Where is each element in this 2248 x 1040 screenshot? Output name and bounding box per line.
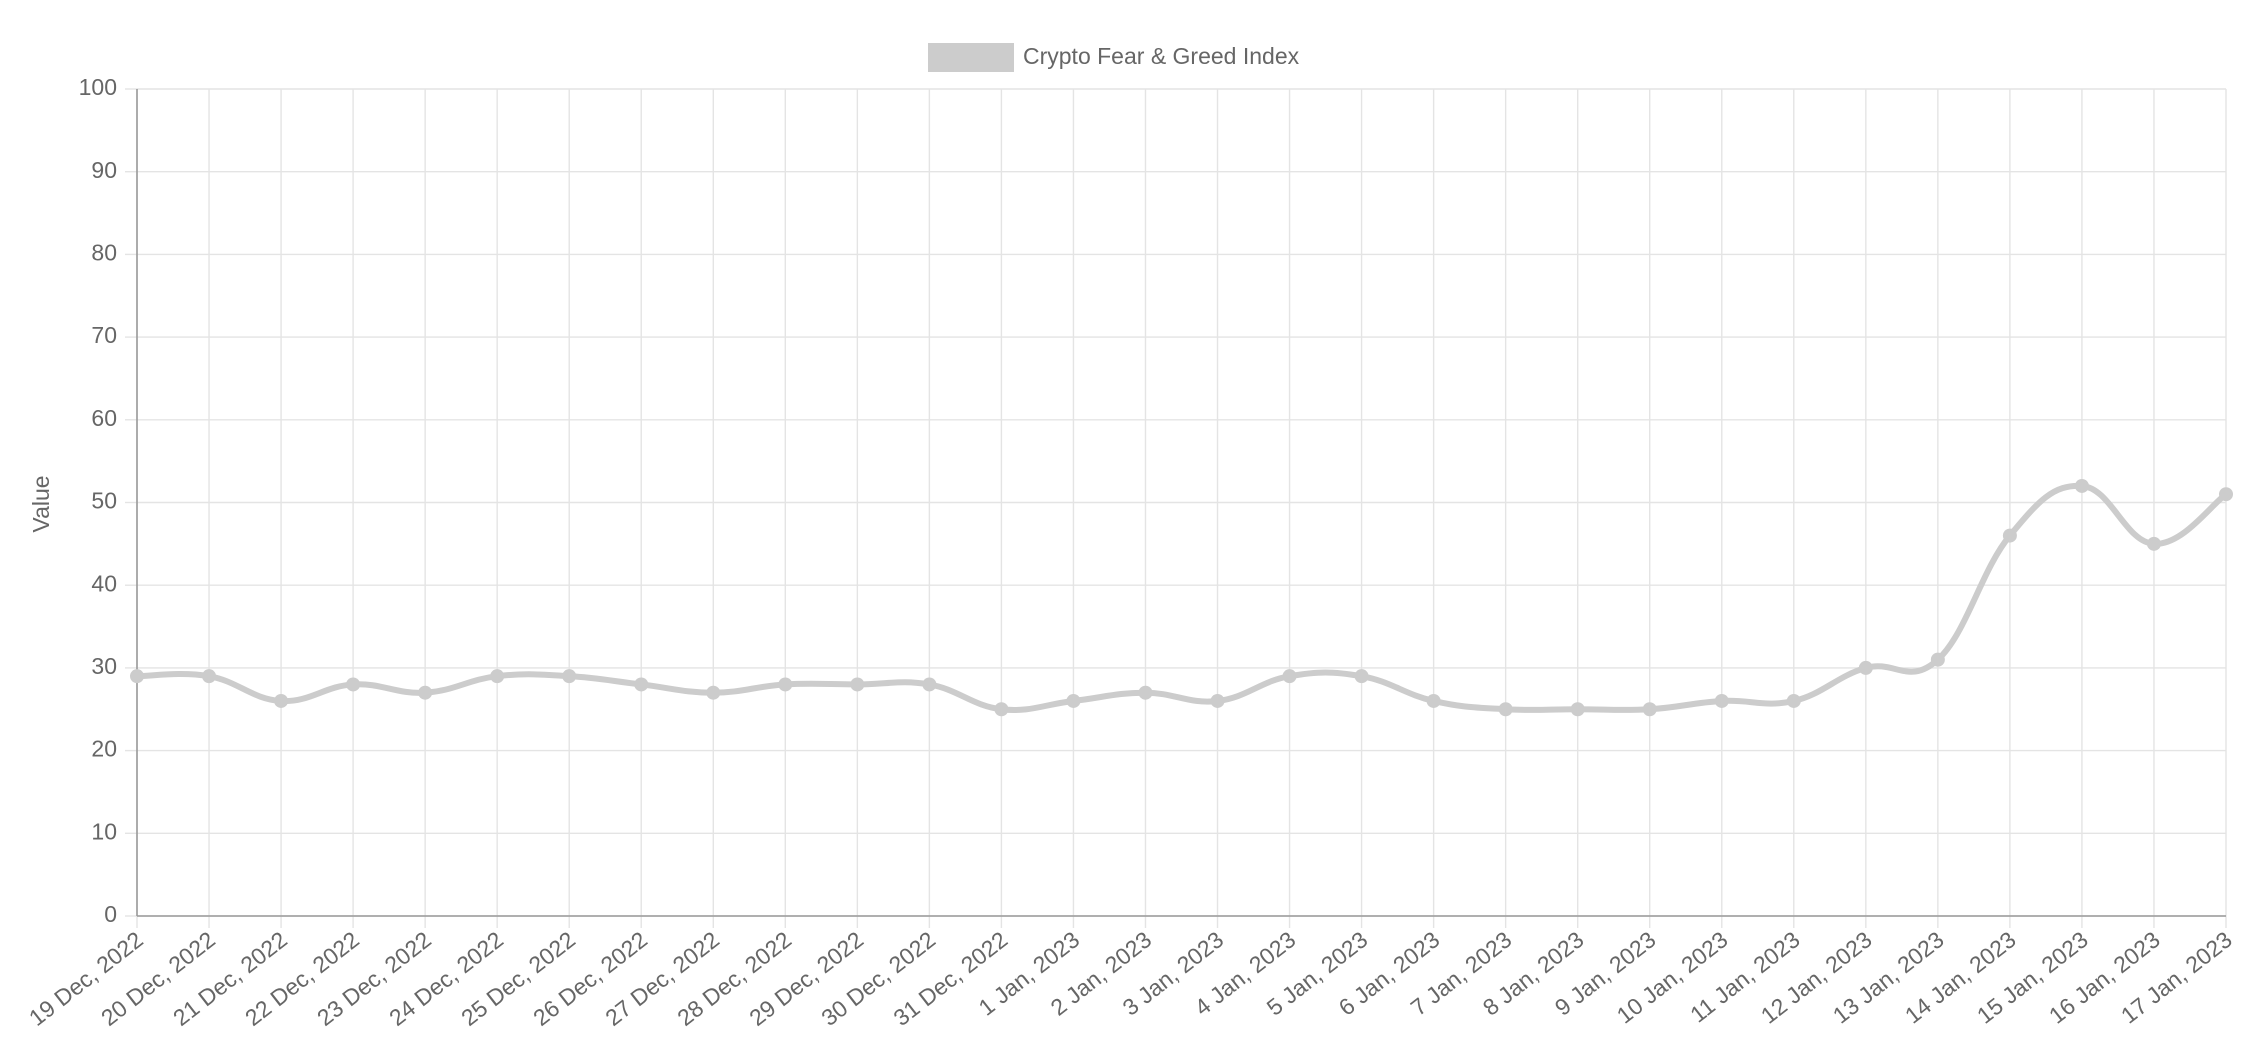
line	[136, 482, 2228, 713]
point	[202, 669, 217, 684]
point	[2219, 487, 2233, 502]
y-tick-label: 100	[79, 74, 117, 100]
point	[130, 669, 144, 684]
y-tick-label: 40	[91, 570, 117, 596]
point	[1138, 685, 1153, 700]
y-tick-label: 0	[104, 901, 117, 927]
point	[850, 677, 865, 692]
legend-label: Crypto Fear & Greed Index	[1023, 43, 1300, 69]
y-axis-label: Value	[28, 475, 54, 532]
point	[1426, 693, 1441, 708]
point	[1786, 693, 1801, 708]
point	[1498, 702, 1513, 717]
point	[1858, 660, 1873, 675]
point	[1714, 693, 1729, 708]
y-tick-label: 20	[91, 736, 117, 762]
y-tick-label: 10	[91, 818, 117, 844]
point	[1642, 702, 1657, 717]
point	[922, 677, 937, 692]
point	[418, 685, 433, 700]
point	[274, 693, 289, 708]
point	[346, 677, 361, 692]
point	[778, 677, 793, 692]
y-tick-label: 70	[91, 322, 117, 348]
y-tick-label: 30	[91, 653, 117, 679]
y-tick-label: 80	[91, 239, 117, 265]
y-tick-label: 90	[91, 157, 117, 183]
point	[1570, 702, 1585, 717]
point	[562, 669, 577, 684]
point	[1282, 669, 1297, 684]
point	[1354, 669, 1369, 684]
point	[706, 685, 721, 700]
point	[1930, 652, 1945, 667]
legend-swatch	[928, 43, 1014, 72]
y-tick-label: 60	[91, 405, 117, 431]
point	[1210, 693, 1225, 708]
point	[994, 702, 1009, 717]
point	[1066, 693, 1081, 708]
point	[2002, 528, 2017, 543]
y-tick-label: 50	[91, 488, 117, 514]
point	[490, 669, 505, 684]
point	[2074, 478, 2089, 493]
point	[2146, 536, 2161, 551]
point	[634, 677, 649, 692]
